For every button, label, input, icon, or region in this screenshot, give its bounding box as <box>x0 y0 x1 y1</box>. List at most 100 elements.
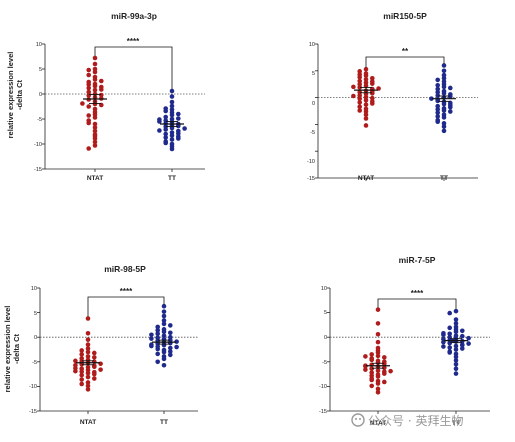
data-point <box>447 350 453 355</box>
data-point <box>435 119 441 125</box>
data-point <box>86 67 91 73</box>
data-point <box>382 379 387 385</box>
data-point <box>441 84 447 90</box>
data-point <box>176 123 181 129</box>
data-point <box>357 93 363 98</box>
data-point <box>85 380 91 385</box>
data-point <box>357 104 363 110</box>
y-tick-label: 10 <box>31 286 37 292</box>
data-point <box>357 69 363 74</box>
data-point <box>92 350 97 356</box>
data-point <box>80 101 85 106</box>
significance-bracket <box>377 298 457 310</box>
data-point <box>441 63 447 68</box>
data-point <box>357 108 363 113</box>
data-point <box>155 351 160 357</box>
data-point <box>85 346 91 351</box>
data-point <box>176 116 181 121</box>
y-tick-label: 5 <box>39 67 42 73</box>
data-point <box>85 374 91 380</box>
data-point <box>86 146 91 151</box>
y-tick-label: 5 <box>34 311 37 317</box>
y-tick-label: -5 <box>37 117 42 123</box>
data-point <box>79 369 84 374</box>
data-point <box>363 94 369 100</box>
data-point <box>163 127 168 132</box>
data-point <box>453 366 459 371</box>
chart-title: miR-98-5P <box>104 264 146 274</box>
data-point <box>86 72 91 78</box>
x-tick-label: NTAT <box>358 175 374 182</box>
significance-bracket <box>94 46 173 89</box>
y-tick-label: -15 <box>34 167 42 173</box>
data-point <box>382 365 387 371</box>
data-point <box>86 93 91 98</box>
data-point <box>441 91 447 96</box>
plot-area <box>42 43 205 172</box>
data-point <box>92 371 97 377</box>
y-tick-label: -5 <box>322 360 327 366</box>
significance-label: ** <box>402 47 409 56</box>
data-point <box>441 124 447 129</box>
data-point <box>85 337 91 342</box>
data-point <box>174 339 179 344</box>
data-point <box>85 387 91 392</box>
data-point <box>441 115 447 120</box>
data-point <box>351 84 356 90</box>
data-point <box>169 112 175 118</box>
x-tick-label: NTAT <box>80 419 96 426</box>
data-point <box>169 103 175 109</box>
x-tick-label: NTAT <box>87 175 103 182</box>
plot-area <box>37 287 198 414</box>
data-point <box>92 121 98 127</box>
chart-title: miR150-5P <box>383 11 427 21</box>
data-point <box>92 77 98 82</box>
data-point <box>86 85 91 91</box>
data-point <box>357 89 363 95</box>
data-point <box>357 81 363 87</box>
data-point <box>453 354 459 360</box>
data-point <box>174 344 179 350</box>
y-tick-label: -15 <box>29 409 37 415</box>
y-tick-label: -10 <box>34 142 42 148</box>
watermark: 公众号 · 英拜生物 <box>351 413 463 428</box>
wechat-icon <box>351 413 365 427</box>
data-point <box>357 78 363 84</box>
data-point <box>176 134 181 139</box>
data-point <box>99 84 104 90</box>
data-point <box>441 76 447 81</box>
y-tick-label: 10 <box>309 42 315 48</box>
data-point <box>460 333 465 339</box>
data-point <box>169 94 175 99</box>
data-point <box>92 139 98 145</box>
data-point <box>161 318 167 323</box>
data-point <box>453 347 459 352</box>
data-point <box>375 381 381 386</box>
data-point <box>155 346 160 352</box>
data-point <box>441 108 447 113</box>
data-point <box>92 83 98 89</box>
data-point <box>79 377 84 382</box>
data-point <box>157 128 162 133</box>
data-point <box>447 340 453 346</box>
significance-label: **** <box>120 287 133 296</box>
data-point <box>155 331 160 337</box>
data-point <box>169 133 175 138</box>
data-point <box>435 114 441 119</box>
data-point <box>363 97 369 103</box>
data-point <box>92 61 98 67</box>
data-point <box>369 383 375 389</box>
data-point <box>375 339 381 345</box>
data-point <box>375 374 381 379</box>
y-tick-label: -10 <box>307 159 315 165</box>
data-point <box>382 371 387 376</box>
y-tick-label: 0 <box>39 92 42 98</box>
data-point <box>73 358 78 364</box>
data-point <box>453 329 459 335</box>
data-point <box>435 86 441 92</box>
data-point <box>163 131 168 137</box>
data-point <box>92 133 98 139</box>
data-point <box>441 330 446 336</box>
data-point <box>369 352 375 357</box>
data-point <box>369 366 375 371</box>
